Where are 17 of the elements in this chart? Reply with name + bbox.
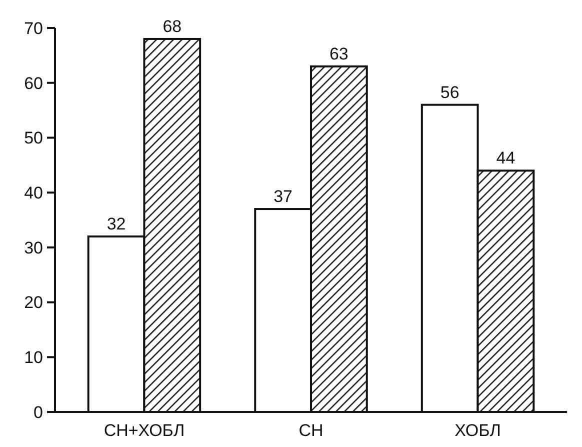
- data-label: 32: [106, 214, 126, 234]
- y-tick-label: 50: [24, 128, 43, 148]
- y-tick-label: 30: [24, 238, 43, 258]
- data-label: 37: [274, 187, 293, 206]
- y-tick-label: 40: [24, 184, 43, 203]
- x-tick-label: ХОБЛ: [454, 421, 501, 440]
- data-label: 44: [496, 148, 516, 168]
- data-label: 68: [162, 16, 182, 36]
- y-tick-label: 70: [24, 18, 43, 38]
- y-tick-label: 20: [24, 293, 43, 312]
- data-label: 63: [329, 44, 348, 64]
- y-tick-label: 60: [24, 74, 43, 93]
- x-tick-label: СН: [298, 421, 324, 440]
- y-tick-label: 0: [34, 402, 43, 422]
- data-label: 56: [440, 82, 460, 102]
- x-tick-label: СН+ХОБЛ: [104, 421, 185, 440]
- y-tick-label: 10: [24, 348, 43, 368]
